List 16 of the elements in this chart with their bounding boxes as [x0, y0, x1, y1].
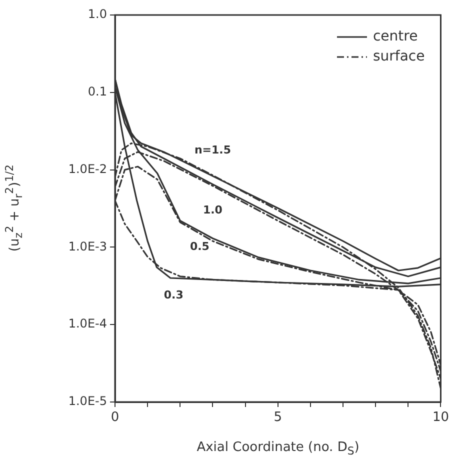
- y-tick-label: 1.0: [88, 7, 107, 22]
- y-tick-label: 0.1: [88, 84, 107, 99]
- x-tick-label: 0: [110, 410, 120, 426]
- annotation: 0.5: [190, 240, 210, 254]
- legend-label: surface: [372, 48, 425, 65]
- y-tick-label: 1.0E-5: [68, 394, 107, 408]
- y-tick-label: 1.0E-4: [68, 316, 107, 331]
- x-tick-label: 5: [274, 410, 282, 426]
- y-tick-label: 1.0E-2: [68, 162, 107, 176]
- x-axis-title: Axial Coordinate (no. D$_{S}$): [196, 440, 360, 458]
- x-tick-label: 10: [432, 410, 449, 426]
- legend-label: centre: [372, 28, 418, 45]
- annotation: n=1.5: [194, 143, 231, 156]
- annotation: 1.0: [202, 203, 223, 216]
- annotation: 0.3: [164, 288, 184, 302]
- y-tick-label: 1.0E-3: [68, 239, 107, 254]
